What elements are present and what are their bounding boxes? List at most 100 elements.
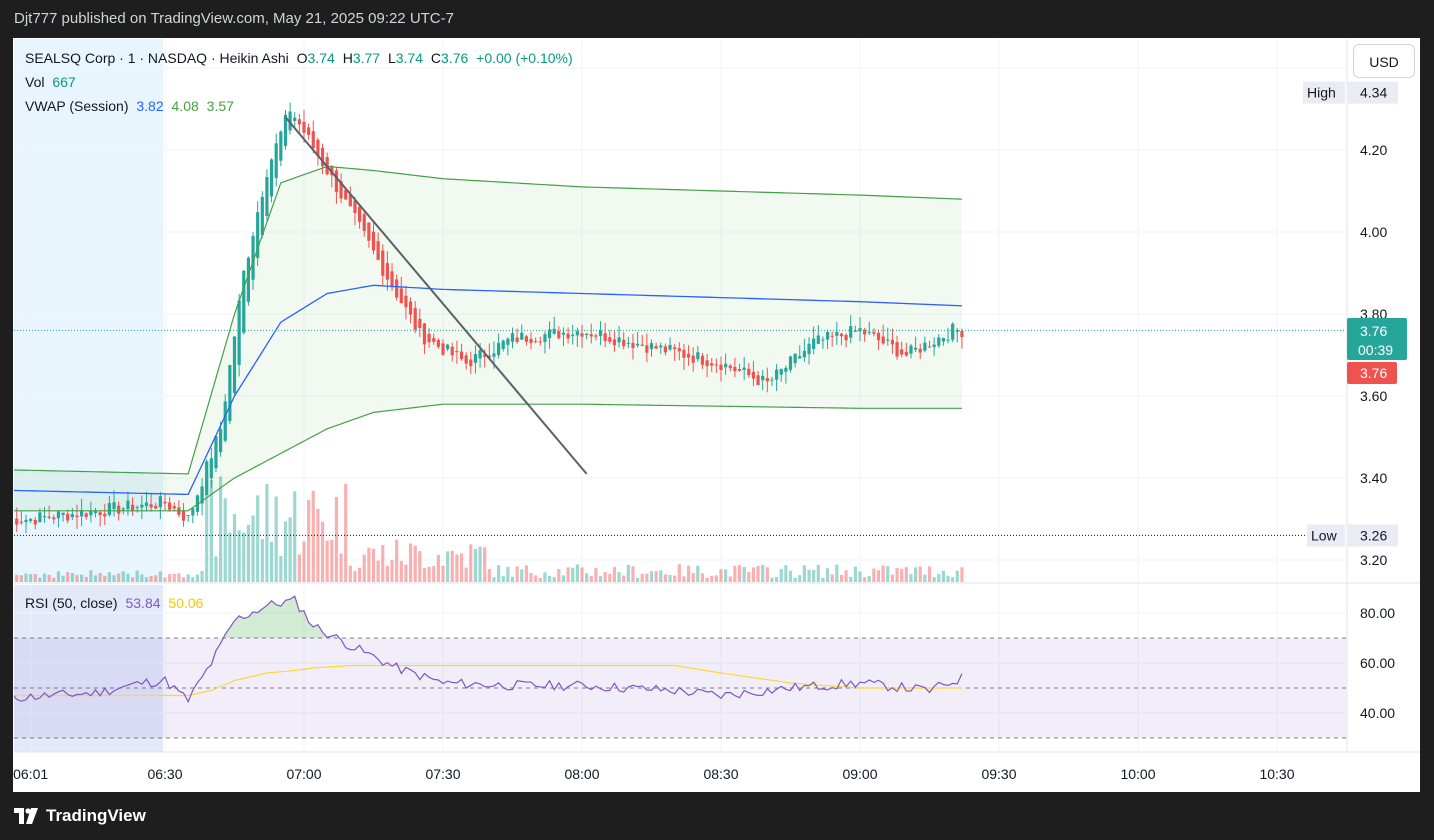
candle-body[interactable] — [793, 353, 797, 364]
candle-body[interactable] — [955, 330, 959, 332]
candle-body[interactable] — [381, 250, 385, 276]
candle-body[interactable] — [571, 334, 575, 337]
candle-body[interactable] — [47, 516, 51, 519]
candle-body[interactable] — [269, 159, 274, 197]
candle-body[interactable] — [283, 114, 288, 147]
candle-body[interactable] — [784, 367, 788, 372]
candle-body[interactable] — [256, 212, 260, 258]
candle-body[interactable] — [422, 323, 427, 345]
candle-body[interactable] — [390, 271, 394, 288]
candle-body[interactable] — [663, 346, 667, 353]
candle-body[interactable] — [274, 143, 278, 178]
candle-body[interactable] — [376, 241, 380, 260]
candle-body[interactable] — [923, 342, 927, 351]
candle-body[interactable] — [237, 300, 241, 365]
candle-body[interactable] — [251, 235, 255, 280]
candle-body[interactable] — [612, 339, 617, 346]
candle-body[interactable] — [66, 513, 70, 521]
candle-body[interactable] — [353, 200, 357, 213]
candle-body[interactable] — [186, 515, 190, 517]
candle-body[interactable] — [603, 333, 607, 342]
candle-body[interactable] — [960, 330, 964, 338]
candle-body[interactable] — [70, 513, 74, 518]
candle-body[interactable] — [98, 512, 102, 516]
candle-body[interactable] — [825, 331, 830, 340]
candle-body[interactable] — [719, 364, 723, 370]
candle-body[interactable] — [232, 336, 237, 394]
candle-body[interactable] — [219, 429, 223, 453]
candle-body[interactable] — [316, 139, 320, 156]
candle-body[interactable] — [93, 511, 98, 514]
candle-body[interactable] — [459, 351, 464, 360]
candle-body[interactable] — [812, 338, 816, 349]
candle-body[interactable] — [691, 355, 695, 363]
candle-body[interactable] — [742, 367, 746, 370]
candle-body[interactable] — [561, 332, 566, 335]
candle-body[interactable] — [168, 502, 172, 510]
candle-body[interactable] — [15, 518, 19, 525]
candle-body[interactable] — [11, 518, 14, 519]
candle-body[interactable] — [260, 196, 264, 236]
candle-body[interactable] — [61, 512, 65, 515]
candle-body[interactable] — [608, 337, 612, 342]
candle-body[interactable] — [696, 352, 700, 360]
candle-body[interactable] — [649, 343, 654, 350]
candle-body[interactable] — [737, 368, 742, 371]
candle-body[interactable] — [807, 343, 811, 355]
candle-body[interactable] — [626, 342, 630, 344]
candle-body[interactable] — [246, 257, 250, 302]
candle-body[interactable] — [473, 354, 478, 363]
candle-body[interactable] — [441, 343, 445, 355]
candle-body[interactable] — [492, 353, 496, 357]
candle-body[interactable] — [469, 359, 473, 367]
candle-body[interactable] — [585, 333, 589, 335]
candle-body[interactable] — [858, 328, 862, 332]
candle-body[interactable] — [371, 231, 376, 251]
candle-body[interactable] — [42, 516, 47, 518]
chart-frame[interactable] — [13, 38, 1420, 792]
candle-body[interactable] — [589, 334, 593, 337]
candle-body[interactable] — [214, 436, 218, 469]
candle-body[interactable] — [710, 363, 714, 366]
candle-body[interactable] — [154, 505, 158, 509]
candle-body[interactable] — [209, 458, 213, 479]
candle-body[interactable] — [112, 502, 116, 510]
candle-body[interactable] — [863, 329, 867, 335]
candle-body[interactable] — [450, 346, 454, 356]
candle-body[interactable] — [6, 519, 9, 520]
candle-body[interactable] — [455, 351, 459, 353]
candle-body[interactable] — [200, 486, 204, 504]
candle-body[interactable] — [839, 333, 844, 337]
candle-body[interactable] — [191, 508, 195, 516]
candle-body[interactable] — [673, 347, 677, 350]
candle-body[interactable] — [946, 339, 950, 341]
candle-body[interactable] — [890, 339, 895, 345]
candle-body[interactable] — [288, 111, 292, 131]
candle-body[interactable] — [446, 344, 450, 350]
candle-body[interactable] — [38, 512, 42, 523]
candle-body[interactable] — [223, 401, 227, 441]
candle-body[interactable] — [181, 511, 186, 521]
trendline[interactable] — [284, 116, 588, 475]
candle-body[interactable] — [951, 323, 955, 340]
candle-body[interactable] — [547, 329, 552, 339]
candle-body[interactable] — [501, 340, 505, 350]
rsi-legend[interactable]: RSI (50, close) 53.84 50.06 — [25, 595, 207, 611]
candle-body[interactable] — [330, 165, 334, 176]
candle-body[interactable] — [24, 519, 28, 523]
currency-button[interactable]: USD — [1353, 44, 1415, 78]
candle-body[interactable] — [413, 308, 417, 330]
candle-body[interactable] — [52, 517, 56, 520]
candle-body[interactable] — [770, 379, 774, 381]
candle-body[interactable] — [510, 333, 515, 342]
candle-body[interactable] — [867, 331, 871, 333]
candle-body[interactable] — [307, 127, 311, 135]
candle-body[interactable] — [844, 334, 848, 341]
candle-body[interactable] — [75, 515, 79, 518]
candle-body[interactable] — [538, 341, 542, 343]
candle-body[interactable] — [830, 335, 834, 337]
candle-body[interactable] — [751, 371, 756, 379]
candle-body[interactable] — [19, 521, 23, 523]
candle-body[interactable] — [598, 330, 603, 336]
